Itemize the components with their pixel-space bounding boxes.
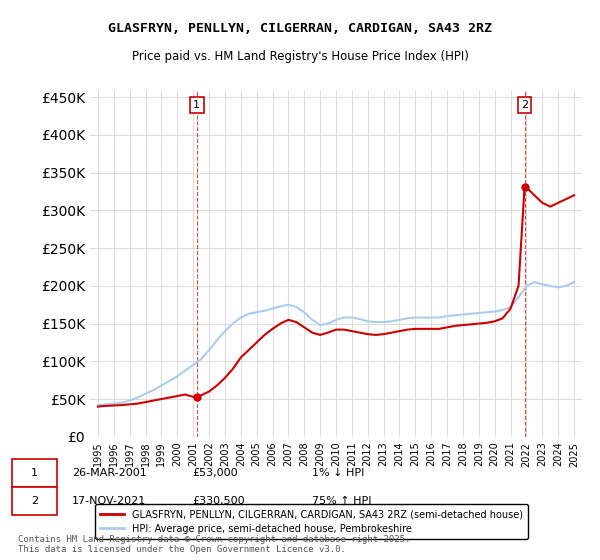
Text: 26-MAR-2001: 26-MAR-2001 (72, 468, 147, 478)
Text: 75% ↑ HPI: 75% ↑ HPI (312, 496, 371, 506)
Text: £330,500: £330,500 (192, 496, 245, 506)
Text: 2: 2 (31, 496, 38, 506)
Text: 17-NOV-2021: 17-NOV-2021 (72, 496, 146, 506)
Text: Price paid vs. HM Land Registry's House Price Index (HPI): Price paid vs. HM Land Registry's House … (131, 50, 469, 63)
Text: £53,000: £53,000 (192, 468, 238, 478)
Text: 2: 2 (521, 100, 528, 110)
Legend: GLASFRYN, PENLLYN, CILGERRAN, CARDIGAN, SA43 2RZ (semi-detached house), HPI: Ave: GLASFRYN, PENLLYN, CILGERRAN, CARDIGAN, … (95, 504, 527, 539)
Text: 1: 1 (31, 468, 38, 478)
Text: Contains HM Land Registry data © Crown copyright and database right 2025.
This d: Contains HM Land Registry data © Crown c… (18, 535, 410, 554)
Text: 1% ↓ HPI: 1% ↓ HPI (312, 468, 364, 478)
Text: GLASFRYN, PENLLYN, CILGERRAN, CARDIGAN, SA43 2RZ: GLASFRYN, PENLLYN, CILGERRAN, CARDIGAN, … (108, 22, 492, 35)
Text: 1: 1 (193, 100, 200, 110)
